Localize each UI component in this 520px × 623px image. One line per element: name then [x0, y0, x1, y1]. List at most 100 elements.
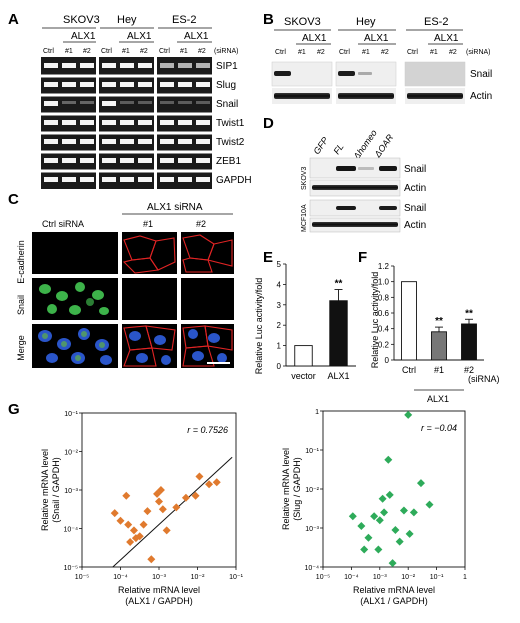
panel-label-d: D — [263, 115, 274, 132]
panel-g-left-y-label: (Snail / GAPDH) — [51, 457, 61, 523]
panel-b-lane-2: #1 — [298, 49, 306, 56]
panel-a-row-label-1: SIP1 — [216, 61, 238, 72]
panel-g-left-data-point — [143, 507, 152, 516]
panel-g-left-x-tick-label: 10⁻² — [191, 574, 205, 581]
panel-e-bar — [294, 345, 313, 367]
panel-b-row-label-2: Actin — [470, 91, 492, 102]
panel-g-left-data-point — [122, 491, 131, 500]
panel-g-left-x-label: Relative mRNA level — [118, 585, 200, 595]
panel-g-left-x-tick-label: 10⁻⁴ — [113, 574, 128, 581]
panel-f-ylabel: Relative Luc activity/fold — [370, 272, 380, 369]
panel-g-left-correlation-label: r = 0.7526 — [187, 425, 228, 435]
panel-g-left-data-point — [191, 491, 200, 500]
panel-a-row-label-2: Slug — [216, 80, 236, 91]
panel-g-right-x-tick-label: 10⁻² — [401, 574, 415, 581]
panel-g-right-data-point — [380, 508, 389, 517]
panel-f: F Relative Luc activity/fold 00.20.40.60… — [358, 249, 500, 404]
panel-g-right-y-label: Relative mRNA level — [281, 448, 291, 530]
panel-b-lane-1: Ctrl — [275, 49, 286, 56]
panel-g-right-y-tick-label: 10⁻² — [305, 487, 319, 494]
panel-e-y-tick-label: 0 — [277, 362, 282, 371]
panel-e: E Relative Luc activity/fold 0 1 2 3 4 5 vecto… — [254, 249, 356, 381]
panel-g-right-data-point — [374, 545, 383, 554]
panel-a-row-label-7: GAPDH — [216, 175, 252, 186]
panel-a-lane-2: #1 — [65, 48, 73, 55]
panel-g-right-data-point — [348, 512, 357, 521]
panel-g-left-y-label: Relative mRNA level — [40, 449, 50, 531]
panel-f-axes: 0 0.2 0.4 0.6 0.8 1.0 1.2 Ctrl ** #1 ** #2 — [378, 262, 484, 375]
panel-f-x-tick-label: Ctrl — [402, 365, 416, 375]
panel-f-bar — [401, 281, 417, 361]
panel-c-row-label-1: E-cadherin — [16, 240, 26, 284]
panel-e-significance-label: ** — [335, 279, 343, 290]
panel-g-left-data-point — [147, 555, 156, 564]
panel-g: G 10⁻⁵ 10⁻⁴ 10⁻³ 10⁻² 10⁻¹10⁻⁵10⁻⁴10⁻³10⁻²10… — [8, 401, 467, 606]
panel-d-row-label-3: Snail — [404, 203, 426, 214]
panel-f-bar — [431, 331, 447, 361]
panel-a-lane-6: #2 — [140, 48, 148, 55]
panel-e-x-tick-label: vector — [291, 371, 316, 381]
panel-g-left-x-tick-label: 10⁻³ — [152, 574, 166, 581]
panel-g-left-data-point — [126, 537, 135, 546]
panel-a: A SKOV3 Hey ES-2 ALX1 ALX1 ALX1 Ctrl #1 … — [8, 11, 252, 189]
panel-e-y-tick-label: 2 — [277, 321, 282, 330]
panel-g-right-data-point — [416, 479, 425, 488]
panel-g-left-data-point — [212, 478, 221, 487]
panel-g-left-y-tick-label: 10⁻⁵ — [64, 565, 78, 572]
panel-e-ylabel: Relative Luc activity/fold — [254, 278, 264, 375]
panel-b-group-label-2: Hey — [356, 16, 376, 28]
panel-g-left-data-point — [110, 509, 119, 518]
panel-g-right-x-tick-label: 10⁻⁴ — [344, 574, 359, 581]
panel-g-right-data-point — [378, 494, 387, 503]
panel-a-lane-7: Ctrl — [159, 48, 170, 55]
panel-g-right-data-point — [360, 545, 369, 554]
panel-d-blot — [309, 157, 401, 233]
panel-g-right-x-label: Relative mRNA level — [353, 585, 435, 595]
panel-f-y-tick-label: 0 — [385, 356, 390, 365]
panel-a-group-label-3: ES-2 — [172, 14, 196, 26]
panel-g-right-x-tick-label: 10⁻⁵ — [316, 574, 330, 581]
panel-b-sub-label-1: ALX1 — [302, 33, 327, 44]
panel-g-left-data-point — [116, 516, 125, 525]
panel-e-y-tick-label: 4 — [277, 280, 282, 289]
panel-g-left-y-tick-label: 10⁻² — [64, 450, 78, 457]
panel-d-lane-2: FL — [331, 142, 345, 156]
panel-b-lane-9: #2 — [449, 49, 457, 56]
panel-g-right-y-tick-label: 10⁻⁴ — [305, 565, 320, 572]
panel-a-lane-1: Ctrl — [43, 48, 54, 55]
panel-f-unit-label: (siRNA) — [468, 374, 500, 384]
panel-g-right-data-point — [375, 516, 384, 525]
panel-g-right-data-point — [399, 506, 408, 515]
panel-g-left-data-point — [158, 505, 167, 514]
panel-g-left-data-point — [172, 503, 181, 512]
panel-g-left-data-point — [205, 480, 214, 489]
panel-g-left-data-point — [181, 493, 190, 502]
panel-g-right-y-tick-label: 10⁻¹ — [305, 448, 319, 455]
panel-a-group-label-2: Hey — [117, 14, 137, 26]
panel-a-unit-label: (siRNA) — [214, 48, 239, 55]
panel-f-y-tick-label: 0.2 — [378, 340, 390, 349]
panel-a-lane-3: #2 — [83, 48, 91, 55]
panel-a-lane-5: #1 — [122, 48, 130, 55]
panel-f-significance-label: ** — [435, 316, 443, 327]
panel-a-gel — [40, 57, 213, 189]
panel-b: B SKOV3 Hey ES-2 ALX1 ALX1 ALX1 Ctrl #1 … — [263, 11, 492, 104]
panel-f-x-tick-label: #1 — [434, 365, 444, 375]
panel-f-y-tick-label: 1.0 — [378, 278, 390, 287]
panel-b-lane-8: #1 — [430, 49, 438, 56]
panel-g-right-data-point — [409, 508, 418, 517]
panel-g-right-y-label: (Slug / GAPDH) — [292, 457, 302, 521]
panel-d-lane-1: GFP — [311, 135, 330, 156]
panel-d-lane-3: Δhomeo — [351, 128, 379, 162]
panel-g-right-data-point — [405, 529, 414, 538]
panel-g-right-data-point — [357, 522, 366, 531]
panel-g-left-y-tick-label: 10⁻³ — [64, 488, 78, 495]
panel-g-left-data-point — [139, 520, 148, 529]
panel-d-row-label-2: Actin — [404, 183, 426, 194]
panel-g-right-x-tick-label: 10⁻¹ — [430, 574, 444, 581]
panel-f-bar — [461, 323, 477, 361]
panel-g-left-x-tick-label: 10⁻¹ — [229, 574, 243, 581]
panel-g-left-data-point — [124, 520, 133, 529]
panel-b-row-label-1: Snail — [470, 69, 492, 80]
panel-a-lane-8: #1 — [180, 48, 188, 55]
